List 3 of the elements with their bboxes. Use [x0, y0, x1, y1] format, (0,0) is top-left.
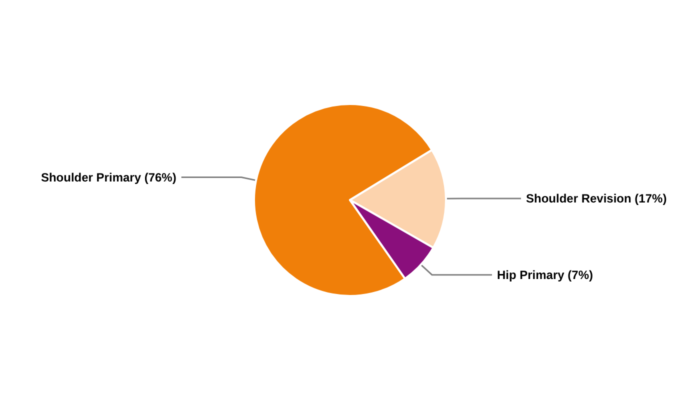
slice-label: Hip Primary (7%) — [496, 268, 593, 282]
slice-label: Shoulder Primary (76%) — [40, 170, 176, 184]
slice-label: Shoulder Revision (17%) — [526, 191, 667, 206]
